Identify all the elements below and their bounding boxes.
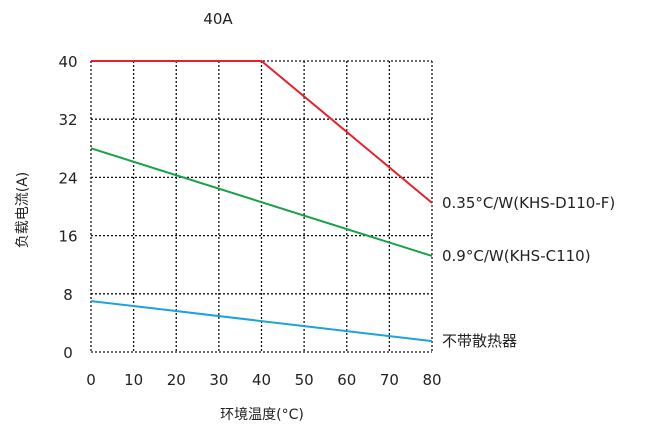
- y-tick-label: 16: [58, 228, 77, 246]
- x-tick-label: 40: [252, 371, 271, 389]
- x-tick-label: 0: [86, 371, 96, 389]
- series-label-0: 0.35°C/W(KHS-D110-F): [442, 194, 615, 212]
- y-tick-label: 24: [58, 169, 77, 187]
- x-tick-label: 50: [295, 371, 314, 389]
- x-tick-label: 80: [422, 371, 441, 389]
- series-line-1: [90, 147, 433, 257]
- series-line-0: [91, 60, 433, 204]
- x-tick-label: 70: [380, 371, 399, 389]
- x-tick-label: 30: [209, 371, 228, 389]
- y-axis-label: 负载电流(A): [15, 172, 31, 249]
- x-tick-label: 10: [124, 371, 143, 389]
- x-tick-label: 20: [167, 371, 186, 389]
- y-tick-label: 32: [58, 111, 77, 129]
- series-lines: [90, 60, 433, 343]
- chart-title: 40A: [203, 10, 233, 28]
- series-line-2: [90, 300, 433, 343]
- y-tick-label: 40: [58, 53, 77, 71]
- x-tick-label: 60: [337, 371, 356, 389]
- series-label-2: 不带散热器: [442, 332, 517, 350]
- x-tick-labels: 0 10 20 30 40 50 60 70 80: [86, 371, 441, 389]
- y-tick-labels: 0 8 16 24 32 40: [58, 53, 77, 362]
- y-tick-label: 8: [63, 286, 73, 304]
- y-tick-label: 0: [63, 344, 73, 362]
- grid-lines: [90, 60, 433, 353]
- x-axis-label: 环境温度(°C): [220, 407, 304, 423]
- series-labels: 0.35°C/W(KHS-D110-F) 0.9°C/W(KHS-C110) 不带散…: [442, 194, 615, 350]
- series-label-1: 0.9°C/W(KHS-C110): [442, 247, 591, 265]
